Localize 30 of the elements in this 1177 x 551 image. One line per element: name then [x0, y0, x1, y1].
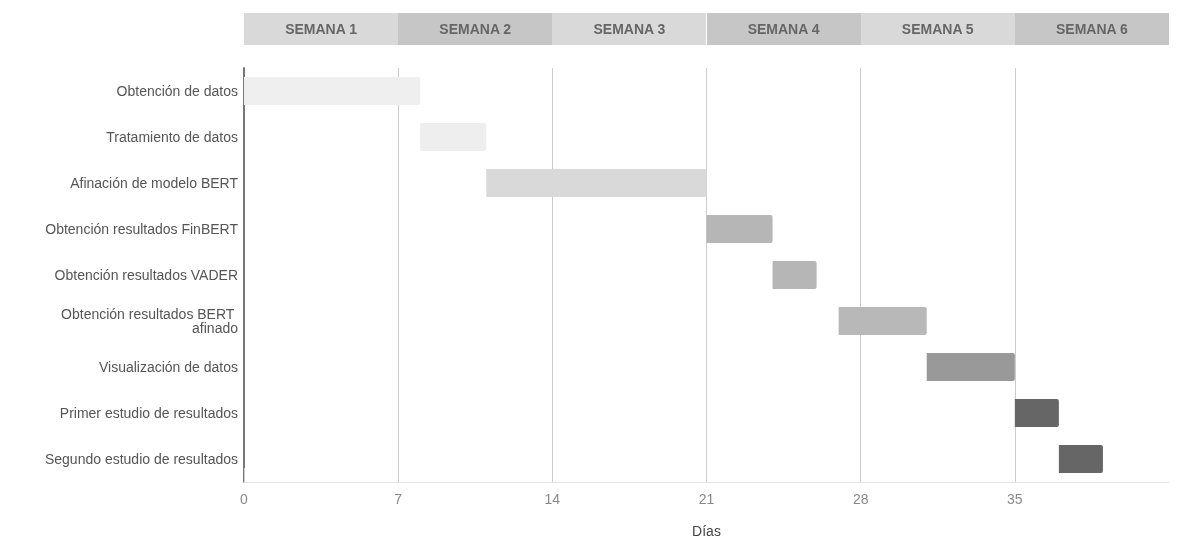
x-tick-label: 35 [1007, 491, 1023, 507]
y-tick-label: Obtención resultados FinBERT [45, 221, 239, 237]
text: SEMANA 3 [592, 20, 667, 39]
text: SEMANA 5 [900, 20, 975, 39]
text: SEMANA 1 [284, 20, 358, 39]
text: SEMANA 2 [438, 20, 513, 39]
text: SEMANA 4 [746, 20, 821, 39]
y-tick-label: Segundo estudio de resultados [44, 451, 238, 467]
y-tick-label: Obtención resultados VADER [54, 267, 238, 283]
bar [706, 215, 773, 243]
x-tick-label: 28 [852, 491, 869, 507]
x-axis-title: Días [692, 523, 721, 539]
bar [838, 307, 927, 335]
y-tick-label: Obtención resultados BERT afinado [61, 306, 239, 336]
bar [1014, 399, 1059, 427]
y-tick-label: Primer estudio de resultados [59, 405, 238, 421]
x-tick-label: 14 [544, 491, 561, 507]
bar [486, 169, 707, 197]
y-tick-label: Visualización de datos [98, 359, 238, 375]
text: SEMANA 6 [1055, 20, 1129, 39]
y-tick-label: Obtención de datos [116, 83, 238, 99]
bar [926, 353, 1015, 381]
x-tick-label: 7 [394, 491, 403, 507]
bar [244, 77, 421, 105]
x-tick-label: 0 [240, 491, 249, 507]
bar [1058, 445, 1103, 473]
x-tick-label: 21 [698, 491, 715, 507]
bar [772, 261, 817, 289]
y-tick-label: Tratamiento de datos [106, 129, 238, 145]
y-tick-label: Afinación de modelo BERT [70, 175, 239, 191]
